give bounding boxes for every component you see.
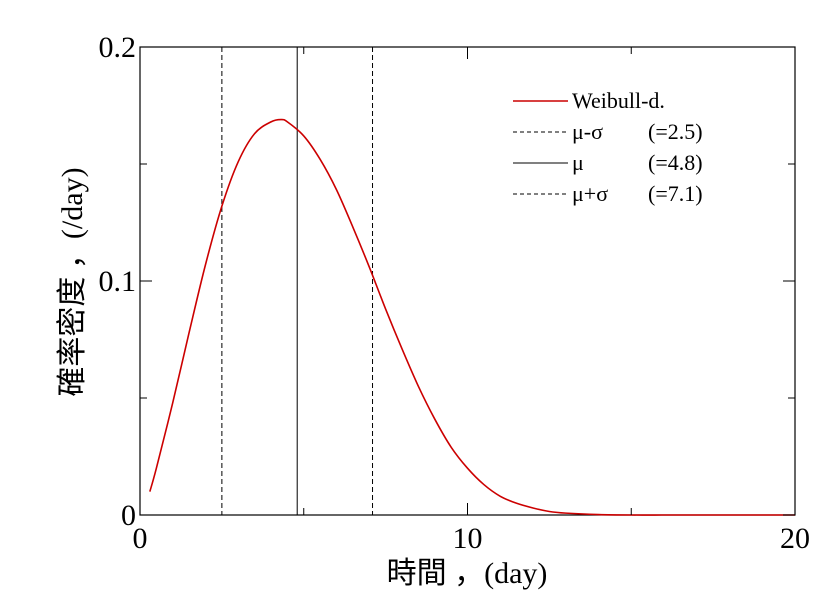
tick-marks <box>139 46 796 516</box>
legend-mu-plus-sigma-note: (=7.1) <box>648 181 703 206</box>
x-tick-label: 0 <box>133 522 148 555</box>
reference-lines <box>221 47 374 515</box>
x-axis-title: 時間 ，(day) <box>387 557 548 590</box>
legend-mu-minus-sigma-label: μ-σ <box>572 119 603 144</box>
plot-frame <box>139 46 796 516</box>
y-axis-title: 確率密度 ，(/day) <box>56 167 89 396</box>
x-tick-label: 20 <box>780 522 810 555</box>
y-tick-label: 0.2 <box>99 31 137 64</box>
y-tick-label: 0 <box>121 499 136 532</box>
legend: Weibull-d. μ-σ (=2.5) μ (=4.8) μ+σ (=7.1) <box>513 88 703 206</box>
x-tick-label: 10 <box>453 522 483 555</box>
series-line-weibull <box>149 118 795 516</box>
legend-mu-note: (=4.8) <box>648 150 703 175</box>
legend-mu-label: μ <box>572 150 584 175</box>
y-tick-label: 0.1 <box>99 265 137 298</box>
legend-mu-plus-sigma-label: μ+σ <box>572 181 608 206</box>
series-layer <box>149 118 795 516</box>
legend-weibull-label: Weibull-d. <box>572 88 665 113</box>
legend-mu-minus-sigma-note: (=2.5) <box>648 119 703 144</box>
tick-labels: 0 10 20 0 0.1 0.2 <box>99 31 811 555</box>
